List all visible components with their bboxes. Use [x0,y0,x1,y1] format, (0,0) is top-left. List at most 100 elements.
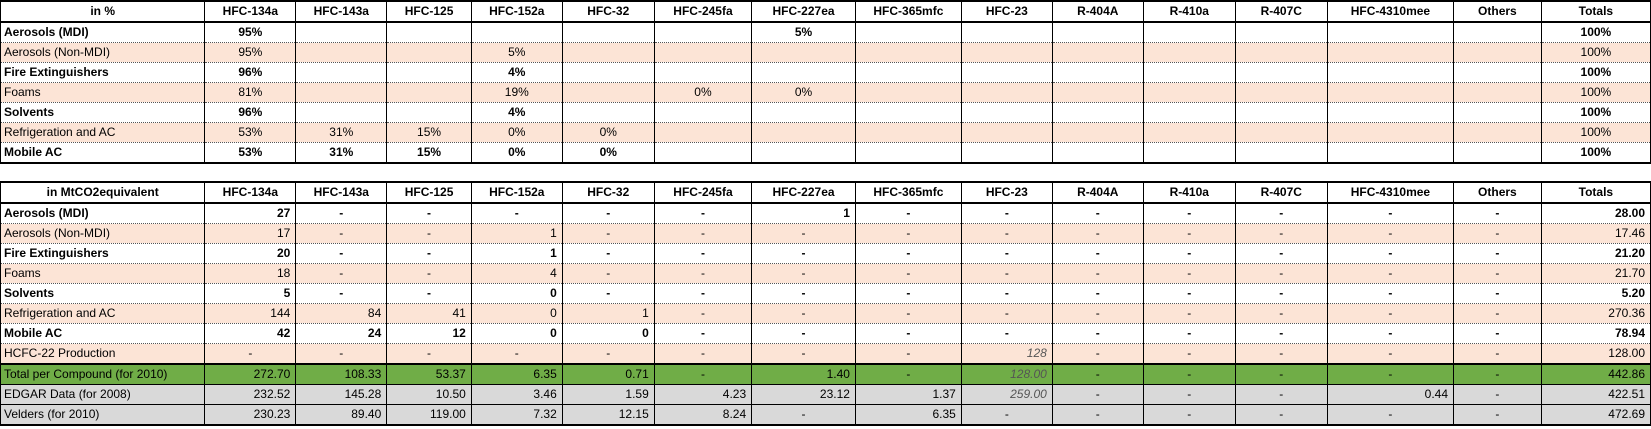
table-cell [1234,122,1328,143]
table-cell: - [1234,303,1328,324]
table-cell: - [960,303,1053,324]
table-cell: - [1453,203,1542,224]
table-cell [1142,122,1236,143]
table-cell [653,22,753,43]
table-cell: - [470,203,563,224]
table-cell [751,42,856,63]
table-cell [1234,22,1328,43]
column-header: HFC-125 [386,181,472,204]
table-cell: 232.52 [204,384,297,405]
table-cell [960,102,1053,123]
table-cell: - [854,223,962,244]
table-cell [960,82,1053,103]
table-cell [470,22,563,43]
table-cell [751,122,856,143]
table-row: Fire Extinguishers 20- -1- - - - - - - - - -21.20 [0,243,1651,264]
table-cell [653,122,753,143]
column-header: HFC-134a [204,181,297,204]
table-cell [960,142,1053,164]
row-label: Solvents [0,283,206,304]
table-cell [561,82,655,103]
table-cell: - [561,223,655,244]
table-cell: 100% [1540,142,1651,164]
table-cell: - [1051,303,1144,324]
table-cell [1051,22,1144,43]
table-cell: - [751,343,856,365]
table-cell: - [653,283,753,304]
table-cell [854,42,962,63]
row-label: Mobile AC [0,142,206,164]
table-cell: - [1234,283,1328,304]
table-cell: 0 [470,303,563,324]
table-cell [1051,122,1144,143]
column-header: R-404A [1051,0,1144,23]
table-cell: - [1453,303,1542,324]
table-cell: 27 [204,203,297,224]
table-row: Aerosols (MDI) 27- - - - -1- - - - - - -28.00 [0,203,1651,224]
row-label: Fire Extinguishers [0,62,206,83]
header-row: in % HFC-134a HFC-143a HFC-125 HFC-152a HFC-3… [0,0,1651,23]
row-label: Refrigeration and AC [0,303,206,324]
table-cell [1142,22,1236,43]
table-cell: 31% [295,142,388,164]
table-cell: - [1142,203,1236,224]
table-row: HCFC-22 Production - - - - - - - -128- - - - -128.00 [0,343,1651,365]
table-row: EDGAR Data (for 2008) 232.52 145.28 10.50 3.… [0,384,1651,405]
table-row: Mobile AC 42 24 12 0 0- - - - - - - - -78.94 [0,323,1651,344]
table-cell: - [1234,323,1328,344]
table-row: Mobile AC 53% 31% 15% 0% 0% 100% [0,142,1651,164]
table-cell [1051,82,1144,103]
table-cell: - [653,223,753,244]
table-cell: 100% [1540,102,1651,123]
column-header: HFC-32 [561,181,655,204]
table-cell: 128 [960,343,1053,365]
table-cell: - [295,223,388,244]
column-header: HFC-365mfc [854,0,962,23]
table-cell: - [1234,263,1328,284]
table-cell: - [561,263,655,284]
table-cell: - [1234,223,1328,244]
table-cell: - [751,283,856,304]
column-header: Others [1453,181,1542,204]
table-cell: 272.70 [204,363,297,385]
table-cell: 0% [653,82,753,103]
table-cell [1453,42,1542,63]
table-cell: 0.71 [561,363,655,385]
table-cell [854,62,962,83]
table-cell: 12 [386,323,472,344]
table-cell: - [653,343,753,365]
column-header: HFC-245fa [653,181,753,204]
table-cell: - [960,223,1053,244]
table-cell: 6.35 [470,363,563,385]
row-label: Mobile AC [0,323,206,344]
table-cell [1142,142,1236,164]
table-cell: - [751,223,856,244]
table-cell: - [1453,263,1542,284]
table-cell [653,62,753,83]
table-cell [1453,142,1542,164]
table-cell: 17 [204,223,297,244]
table-cell [854,122,962,143]
column-header: HFC-4310mee [1326,0,1455,23]
table-unit-header: in MtCO2equivalent [0,181,206,204]
table-cell [960,42,1053,63]
table-cell: - [854,363,962,385]
table-cell: - [1051,343,1144,365]
table-cell: - [295,263,388,284]
table-cell [854,142,962,164]
table-cell [295,82,388,103]
table-cell: 15% [386,142,472,164]
table-cell: 128.00 [960,363,1053,385]
table-row: Aerosols (MDI) 95% 5% 100% [0,22,1651,43]
table-cell [1142,42,1236,63]
table-cell: - [1234,384,1328,405]
table-cell [1051,142,1144,164]
table-cell: - [1051,283,1144,304]
table-cell: - [1453,404,1542,426]
column-header: HFC-32 [561,0,655,23]
table-cell: - [1142,283,1236,304]
table-cell: 18 [204,263,297,284]
row-label: Aerosols (Non-MDI) [0,42,206,63]
table-cell: 4% [470,102,563,123]
table-cell: - [1051,404,1144,426]
